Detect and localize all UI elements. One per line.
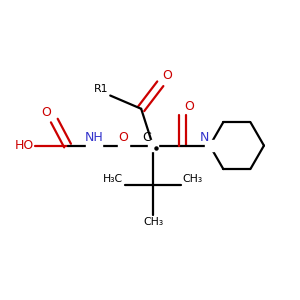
Bar xyxy=(205,140,214,151)
Text: CH₃: CH₃ xyxy=(143,217,163,227)
Text: O: O xyxy=(184,100,194,113)
Bar xyxy=(118,140,129,151)
Text: NH: NH xyxy=(85,131,104,144)
Text: R1: R1 xyxy=(94,84,109,94)
Text: O: O xyxy=(41,106,51,119)
Text: O: O xyxy=(118,131,128,144)
Bar xyxy=(148,140,158,151)
Text: HO: HO xyxy=(14,139,34,152)
Text: N: N xyxy=(200,131,209,144)
Text: CH₃: CH₃ xyxy=(182,174,203,184)
Text: O: O xyxy=(163,69,172,82)
Text: C: C xyxy=(143,131,152,144)
Text: H₃C: H₃C xyxy=(103,174,124,184)
Bar xyxy=(86,140,102,151)
